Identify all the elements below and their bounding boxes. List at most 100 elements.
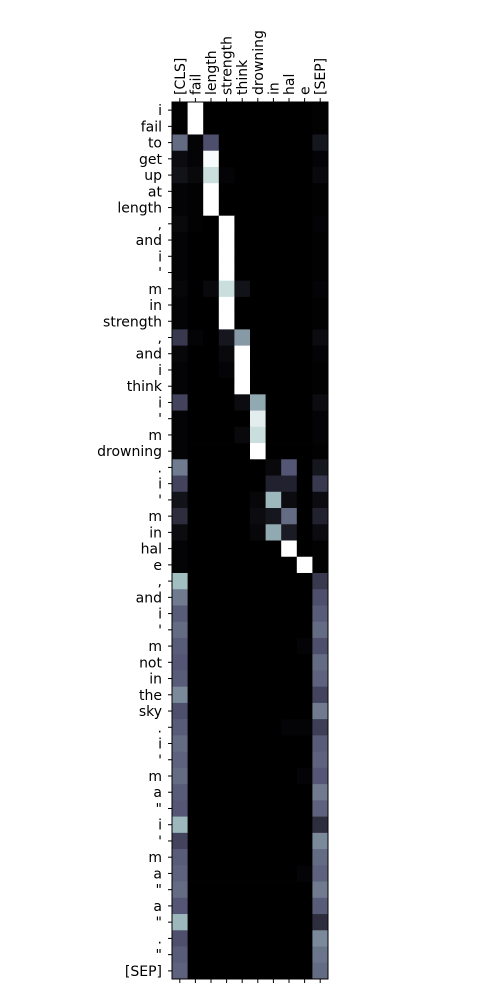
heatmap-cell (203, 329, 220, 347)
y-tick-label: length (117, 201, 162, 217)
heatmap-cell (312, 475, 329, 493)
heatmap-cell (203, 313, 220, 330)
heatmap-cell (203, 102, 220, 119)
heatmap-cell (234, 589, 251, 606)
heatmap-cell (250, 637, 266, 655)
heatmap-cell (250, 296, 266, 314)
heatmap-cell (250, 589, 266, 606)
heatmap-cell (218, 556, 235, 574)
heatmap-cell (234, 751, 251, 769)
heatmap-cell (172, 962, 188, 980)
heatmap-cell (281, 394, 298, 411)
heatmap-cell (172, 637, 188, 655)
heatmap-cell (265, 946, 282, 964)
heatmap-cell (218, 670, 235, 688)
y-tick-label: and (136, 347, 162, 363)
heatmap-cell (250, 345, 266, 363)
heatmap-cell (250, 443, 266, 460)
heatmap-cell (281, 475, 298, 493)
heatmap-cell (281, 719, 298, 736)
heatmap-cell (296, 410, 313, 428)
heatmap-cell (203, 686, 220, 704)
heatmap-cell (234, 832, 251, 850)
heatmap-cell (172, 394, 188, 411)
y-tick-label: m (148, 769, 162, 785)
heatmap-cell (187, 589, 204, 606)
heatmap-cell (265, 751, 282, 769)
heatmap-cell (281, 410, 298, 428)
y-tick-label: m (148, 428, 162, 444)
heatmap-cell (187, 361, 204, 379)
y-tick-label: not (139, 655, 162, 671)
heatmap-cell (172, 296, 188, 314)
y-tick-label: ' (158, 834, 162, 850)
heatmap-cell (172, 735, 188, 753)
heatmap-cell (187, 621, 204, 639)
heatmap-cell (172, 572, 188, 590)
heatmap-cell (172, 248, 188, 265)
heatmap-cell (296, 296, 313, 314)
heatmap-cell (281, 735, 298, 753)
heatmap-cell (296, 784, 313, 801)
heatmap-cell (296, 313, 313, 330)
y-tick-label: hal (141, 542, 162, 558)
heatmap-cell (281, 572, 298, 590)
heatmap-cell (234, 621, 251, 639)
heatmap-cell (234, 540, 251, 558)
y-tick-label: ' (158, 412, 162, 428)
heatmap-cell (172, 930, 188, 947)
heatmap-cell (234, 475, 251, 493)
heatmap-cell (234, 930, 251, 947)
heatmap-cell (234, 361, 251, 379)
heatmap-cell (281, 102, 298, 119)
heatmap-cell (218, 394, 235, 411)
heatmap-cell (203, 654, 220, 671)
heatmap-cell (234, 166, 251, 184)
y-tick-label: in (149, 298, 162, 314)
heatmap-cell (265, 702, 282, 720)
heatmap-cell (250, 524, 266, 541)
heatmap-cell (187, 865, 204, 882)
y-tick-label: i (158, 607, 162, 623)
heatmap-cell (218, 491, 235, 509)
heatmap-cell (234, 572, 251, 590)
heatmap-cell (296, 897, 313, 915)
heatmap-cell (172, 719, 188, 736)
heatmap-cell (281, 183, 298, 200)
heatmap-cell (218, 832, 235, 850)
heatmap-cell (234, 800, 251, 817)
heatmap-cell (234, 654, 251, 671)
heatmap-cell (312, 361, 329, 379)
heatmap-cell (187, 166, 204, 184)
heatmap-cell (218, 475, 235, 493)
heatmap-cell (281, 946, 298, 964)
heatmap-cell (172, 329, 188, 347)
heatmap-cell (296, 735, 313, 753)
heatmap-cell (312, 767, 329, 785)
heatmap-cell (172, 426, 188, 444)
heatmap-cell (203, 183, 220, 200)
heatmap-cell (218, 361, 235, 379)
heatmap-cell (265, 394, 282, 411)
heatmap-cell (172, 540, 188, 558)
heatmap-cell (265, 118, 282, 135)
heatmap-cell (250, 215, 266, 233)
heatmap-cell (296, 686, 313, 704)
y-tick-label: i (158, 395, 162, 411)
heatmap-cell (250, 881, 266, 899)
heatmap-cell (234, 459, 251, 476)
heatmap-cell (250, 816, 266, 834)
heatmap-cell (187, 459, 204, 476)
heatmap-cell (296, 589, 313, 606)
heatmap-cell (312, 962, 329, 980)
heatmap-cell (281, 670, 298, 688)
heatmap-cell (234, 702, 251, 720)
heatmap-cell (187, 719, 204, 736)
heatmap-cell (203, 589, 220, 606)
heatmap-cell (296, 524, 313, 541)
heatmap-cell (172, 459, 188, 476)
heatmap-cell (281, 280, 298, 298)
heatmap-cell (203, 605, 220, 623)
heatmap-cell (265, 215, 282, 233)
heatmap-cell (203, 134, 220, 152)
